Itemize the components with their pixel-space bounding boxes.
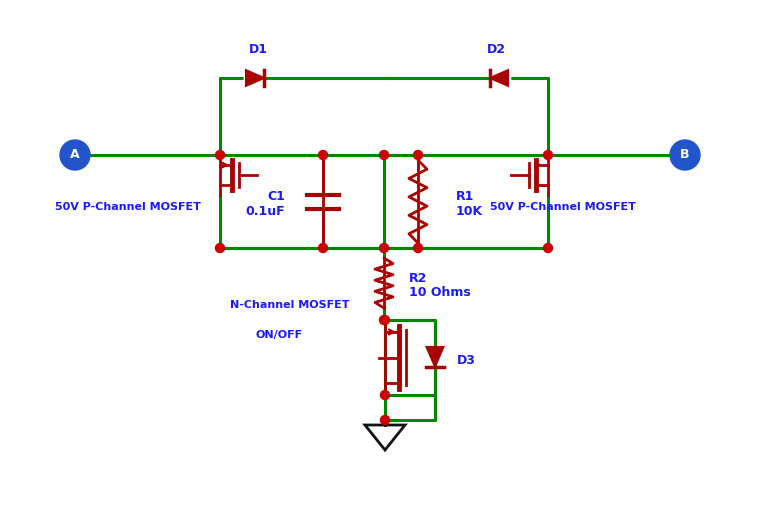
Circle shape (216, 243, 224, 252)
Circle shape (380, 316, 389, 325)
Circle shape (670, 140, 700, 170)
Circle shape (216, 151, 224, 159)
Text: C1: C1 (267, 190, 285, 203)
Polygon shape (426, 347, 443, 366)
Text: ON/OFF: ON/OFF (255, 330, 302, 340)
Circle shape (379, 316, 389, 325)
Circle shape (413, 243, 422, 252)
Text: 50V P-Channel MOSFET: 50V P-Channel MOSFET (490, 202, 636, 212)
Circle shape (380, 415, 389, 425)
Circle shape (379, 151, 389, 159)
Circle shape (680, 151, 690, 159)
Text: D2: D2 (486, 43, 505, 56)
Circle shape (544, 151, 552, 159)
Polygon shape (490, 70, 508, 86)
Text: 0.1uF: 0.1uF (245, 205, 285, 218)
Text: R1: R1 (456, 190, 475, 203)
Text: D3: D3 (457, 353, 476, 366)
Circle shape (380, 390, 389, 400)
Circle shape (379, 243, 389, 252)
Circle shape (544, 243, 552, 252)
Text: 10 Ohms: 10 Ohms (409, 287, 471, 299)
Text: 50V P-Channel MOSFET: 50V P-Channel MOSFET (55, 202, 201, 212)
Circle shape (319, 151, 327, 159)
Circle shape (60, 140, 90, 170)
Text: A: A (70, 149, 80, 161)
Polygon shape (246, 70, 264, 86)
Text: B: B (680, 149, 690, 161)
Circle shape (71, 151, 80, 159)
Circle shape (319, 243, 327, 252)
Circle shape (413, 151, 422, 159)
Text: N-Channel MOSFET: N-Channel MOSFET (230, 300, 349, 310)
Text: D1: D1 (249, 43, 267, 56)
Text: 10K: 10K (456, 205, 483, 218)
Text: R2: R2 (409, 271, 427, 285)
